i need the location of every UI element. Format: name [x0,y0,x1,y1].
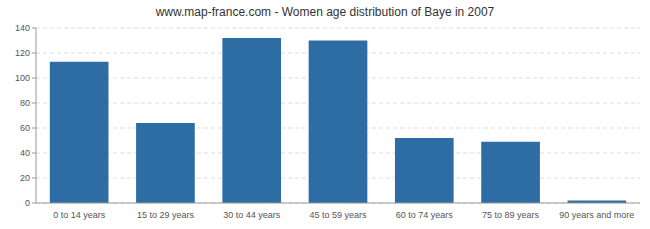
x-tick-label: 0 to 14 years [53,210,106,220]
y-tick [32,203,36,204]
y-tick-label: 40 [20,148,30,158]
y-axis-line [36,28,37,203]
bar [481,142,540,203]
grid [36,28,640,203]
y-tick [32,78,36,79]
x-tick-label: 30 to 44 years [223,210,281,220]
x-tick-label: 90 years and more [559,210,634,220]
y-tick-label: 140 [15,23,30,33]
y-tick-label: 120 [15,48,30,58]
title: www.map-france.com - Women age distribut… [155,5,495,19]
y-tick [32,103,36,104]
y-tick-label: 100 [15,73,30,83]
bars [50,38,626,203]
y-tick [32,178,36,179]
grid-line [36,203,640,204]
x-axis-line [36,203,640,204]
y-tick-label: 80 [20,98,30,108]
bar [222,38,281,203]
grid-line [36,28,640,29]
y-tick-label: 20 [20,173,30,183]
y-tick [32,28,36,29]
x-tick-label: 75 to 89 years [482,210,540,220]
bar [395,138,454,203]
x-tick-label: 45 to 59 years [309,210,367,220]
y-tick-label: 60 [20,123,30,133]
background [0,0,650,229]
y-tick [32,53,36,54]
x-tick-label: 15 to 29 years [137,210,195,220]
y-tick [32,153,36,154]
chart: www.map-france.com - Women age distribut… [0,0,650,229]
y-tick-label: 0 [25,198,30,208]
bar [50,62,109,203]
y-tick [32,128,36,129]
bar [136,123,195,203]
bar [309,41,368,204]
x-tick-label: 60 to 74 years [396,210,454,220]
